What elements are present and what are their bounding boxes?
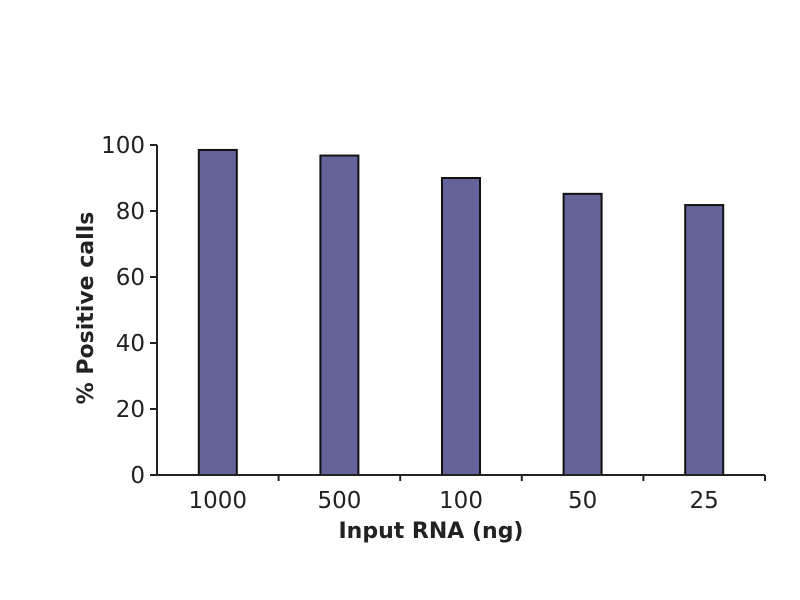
axes-layer (150, 145, 765, 476)
x-tick-label: 1000 (189, 488, 248, 514)
y-tick-label: 100 (101, 133, 145, 159)
y-tick-label: 40 (116, 331, 145, 357)
bar-25 (684, 204, 725, 476)
bar-100 (441, 177, 481, 476)
x-tick-label: 500 (317, 488, 361, 514)
x-tick-label: 25 (690, 488, 719, 514)
x-axis-title: Input RNA (ng) (339, 519, 524, 544)
y-tick-label: 60 (116, 265, 145, 291)
y-ticks: 0 20 40 60 80 100 (101, 133, 157, 489)
bars-layer (197, 148, 725, 476)
y-tick-label: 80 (116, 199, 145, 225)
y-axis-title: % Positive calls (74, 212, 99, 405)
x-tick-label: 50 (568, 488, 597, 514)
y-tick-label: 20 (116, 397, 145, 423)
y-tick-label: 0 (130, 463, 145, 489)
x-ticks: 1000 500 100 50 25 (189, 475, 766, 514)
bar-500 (319, 154, 360, 476)
bar-50 (562, 192, 603, 476)
bar-1000 (197, 148, 238, 476)
x-tick-label: 100 (439, 488, 483, 514)
